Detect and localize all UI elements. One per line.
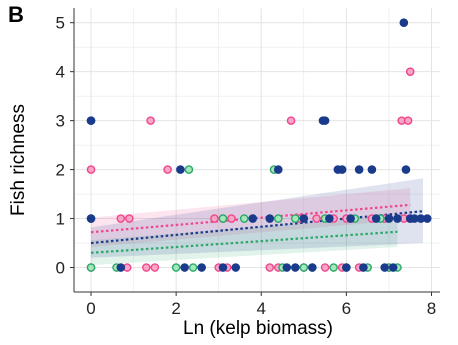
- data-points: [86, 18, 432, 272]
- y-tick-label: 4: [56, 63, 65, 82]
- data-point-2: [231, 263, 241, 272]
- axes: 0 2 4 6 8 0 1 2 3 4 5: [56, 8, 440, 318]
- data-point-2: [422, 214, 432, 223]
- data-point-2: [359, 263, 368, 272]
- x-axis-label: Ln (kelp biomass): [183, 318, 333, 339]
- data-point-2: [116, 263, 126, 272]
- data-point-2: [308, 263, 317, 272]
- trend-line-1: [90, 230, 398, 254]
- x-tick-label: 0: [86, 299, 95, 318]
- trend-line-2: [90, 210, 424, 245]
- data-point-1: [188, 263, 198, 272]
- data-point-0: [227, 214, 236, 223]
- y-tick-label: 5: [56, 14, 65, 33]
- data-point-0: [312, 214, 321, 223]
- confidence-band-1: [91, 215, 398, 266]
- data-point-0: [146, 116, 155, 125]
- data-point-2: [299, 214, 309, 223]
- y-tick-label: 0: [56, 259, 65, 278]
- data-point-2: [342, 263, 351, 272]
- data-point-2: [176, 165, 185, 174]
- data-point-0: [265, 263, 275, 272]
- data-point-2: [320, 116, 330, 125]
- data-point-2: [273, 165, 283, 174]
- data-point-1: [299, 263, 309, 272]
- y-tick-label: 2: [56, 161, 65, 180]
- data-point-0: [286, 116, 296, 125]
- data-point-2: [197, 263, 206, 272]
- data-point-2: [401, 165, 411, 174]
- x-tick-label: 4: [257, 299, 266, 318]
- data-point-0: [86, 165, 96, 174]
- data-point-2: [388, 263, 398, 272]
- data-point-0: [150, 263, 160, 272]
- data-point-2: [346, 214, 355, 223]
- data-point-2: [180, 263, 189, 272]
- data-point-0: [163, 165, 172, 174]
- x-tick-label: 6: [342, 299, 351, 318]
- data-point-2: [248, 214, 258, 223]
- data-point-0: [125, 214, 134, 223]
- panel-label: B: [8, 2, 24, 27]
- data-point-2: [384, 214, 394, 223]
- x-tick-label: 2: [171, 299, 180, 318]
- data-point-0: [320, 263, 330, 272]
- data-point-2: [86, 214, 96, 223]
- data-point-2: [354, 165, 364, 174]
- data-point-2: [291, 263, 300, 272]
- data-point-2: [337, 165, 347, 174]
- data-point-1: [329, 263, 338, 272]
- data-point-1: [218, 214, 228, 223]
- data-point-0: [116, 214, 126, 223]
- data-point-1: [184, 165, 194, 174]
- data-point-0: [210, 214, 219, 223]
- data-point-1: [239, 214, 249, 223]
- y-tick-label: 3: [56, 112, 65, 131]
- data-point-2: [86, 116, 96, 125]
- data-point-2: [371, 214, 381, 223]
- data-point-1: [291, 214, 300, 223]
- y-tick-label: 1: [56, 210, 65, 229]
- data-point-0: [405, 67, 415, 76]
- data-point-2: [367, 165, 377, 174]
- data-point-0: [403, 116, 413, 125]
- data-point-2: [218, 263, 228, 272]
- data-point-0: [142, 263, 151, 272]
- data-point-1: [273, 214, 283, 223]
- data-point-2: [282, 263, 292, 272]
- data-point-2: [265, 214, 275, 223]
- data-point-2: [380, 263, 389, 272]
- data-point-1: [86, 263, 96, 272]
- x-tick-label: 8: [427, 299, 436, 318]
- y-axis-label: Fish richness: [8, 104, 29, 216]
- data-point-2: [393, 214, 402, 223]
- data-point-2: [399, 18, 409, 27]
- data-point-2: [325, 214, 334, 223]
- data-point-1: [171, 263, 181, 272]
